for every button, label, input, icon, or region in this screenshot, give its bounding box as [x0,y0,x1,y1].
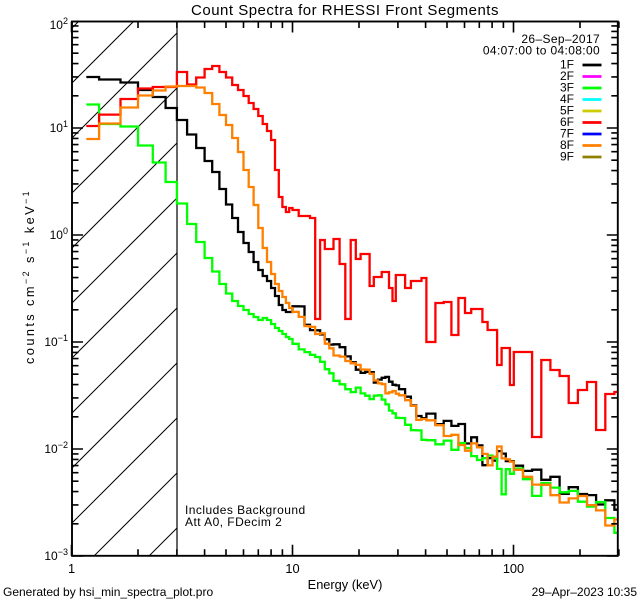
svg-text:Count Spectra for RHESSI Front: Count Spectra for RHESSI Front Segments [191,2,499,19]
svg-text:26–Sep–2017: 26–Sep–2017 [521,32,600,46]
svg-text:6F: 6F [560,115,574,129]
svg-text:29–Apr–2023 10:35: 29–Apr–2023 10:35 [532,585,638,599]
svg-text:Includes Background: Includes Background [185,503,306,517]
svg-text:Generated by hsi_min_spectra_p: Generated by hsi_min_spectra_plot.pro [3,585,213,599]
svg-text:10: 10 [285,561,299,576]
svg-text:1F: 1F [560,58,574,72]
svg-text:9F: 9F [560,150,574,164]
svg-text:7F: 7F [560,127,574,141]
svg-text:8F: 8F [560,138,574,152]
svg-text:3F: 3F [560,81,574,95]
svg-text:4F: 4F [560,92,574,106]
svg-text:Att A0, FDecim 2: Att A0, FDecim 2 [185,515,282,529]
svg-text:1: 1 [68,561,75,576]
svg-text:5F: 5F [560,104,574,118]
svg-text:100: 100 [503,561,524,576]
svg-text:counts cm−2 s−1 keV−1: counts cm−2 s−1 keV−1 [21,189,37,364]
svg-text:Energy (keV): Energy (keV) [308,577,383,592]
svg-text:2F: 2F [560,69,574,83]
svg-text:04:07:00 to 04:08:00: 04:07:00 to 04:08:00 [483,44,600,58]
